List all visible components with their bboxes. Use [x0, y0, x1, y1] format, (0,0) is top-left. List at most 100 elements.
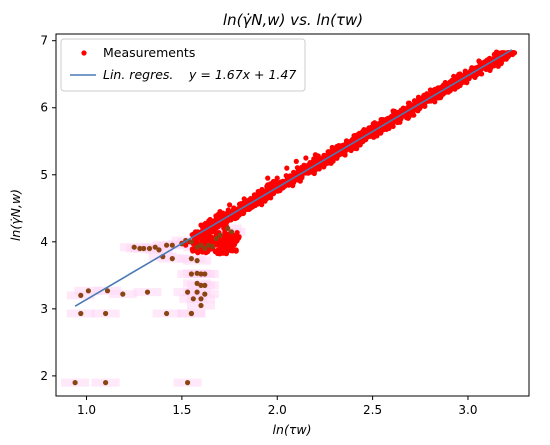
measurement-point [264, 196, 270, 202]
measurement-point [198, 222, 204, 228]
measurement-point [274, 175, 280, 181]
measurement-point [372, 124, 378, 130]
measurement-point [259, 186, 265, 193]
x-axis-ticks: 1.0 1.5 2.0 2.5 3.0 [77, 396, 478, 417]
measurement-point [284, 165, 290, 171]
outlier-point [131, 244, 137, 250]
measurement-point [234, 238, 240, 244]
measurement-point [335, 144, 341, 150]
x-tick-label: 3.0 [458, 403, 477, 417]
measurement-point [422, 103, 428, 109]
measurement-point [378, 117, 384, 123]
measurement-point [225, 240, 231, 246]
outlier-point [194, 270, 200, 276]
measurement-point [259, 202, 265, 208]
legend-marker-measurements [81, 50, 87, 56]
x-tick-label: 1.5 [172, 403, 191, 417]
outlier-point [85, 288, 91, 294]
outlier-point [164, 310, 170, 317]
plot-frame [55, 33, 530, 397]
outlier-point [202, 291, 208, 297]
measurement-point [246, 197, 252, 203]
measurement-point [450, 85, 456, 91]
outlier-point [194, 258, 200, 264]
legend-label-equation: y = 1.67x + 1.47 [188, 67, 296, 82]
x-tick-label: 2.5 [363, 403, 382, 417]
outlier-point [198, 271, 204, 277]
y-tick-label: 5 [40, 168, 48, 182]
outlier-point [194, 244, 200, 250]
regression-line [74, 49, 513, 307]
y-axis-ticks: 2 3 4 5 6 7 [40, 34, 56, 383]
measurement-point [280, 185, 286, 191]
measurement-point [234, 230, 240, 236]
measurement-point [236, 234, 242, 240]
measurement-point [478, 71, 484, 77]
outlier-point [198, 282, 204, 288]
legend-box [60, 38, 306, 92]
outlier-point [104, 288, 111, 294]
outlier-point [146, 245, 153, 252]
outlier-point [225, 225, 231, 231]
measurement-point [260, 198, 266, 204]
measurement-point [228, 215, 235, 221]
measurement-point [334, 155, 340, 161]
outlier-point [103, 310, 109, 317]
y-tick-label: 4 [40, 235, 48, 249]
outlier-points-layer [72, 225, 235, 386]
measurement-point [411, 98, 418, 104]
measurement-point [353, 134, 359, 140]
measurement-point [372, 120, 378, 126]
outlier-point [78, 310, 84, 317]
outlier-point [209, 243, 215, 250]
measurement-point [312, 152, 318, 158]
measurement-point [290, 183, 296, 189]
x-tick-label: 1.0 [77, 403, 96, 417]
outlier-point [156, 247, 162, 253]
outlier-point [169, 242, 175, 248]
outlier-point [217, 232, 223, 238]
measurement-point [227, 202, 233, 208]
regression-line-layer [74, 49, 513, 307]
measurement-point [231, 242, 237, 248]
outlier-point [137, 245, 143, 252]
measurement-point [293, 170, 299, 177]
plot-area [56, 34, 529, 396]
outlier-point [194, 280, 200, 286]
x-axis-label: ln(τw) [273, 422, 312, 437]
outlier-point [169, 256, 175, 262]
measurement-point [399, 108, 405, 114]
outlier-point [103, 380, 109, 386]
outlier-point [141, 245, 147, 252]
outlier-point [152, 244, 158, 250]
measurement-point [293, 158, 299, 164]
measurement-point [404, 112, 410, 118]
measurement-point [221, 225, 227, 231]
measurement-point [380, 126, 386, 132]
measurement-point [229, 246, 235, 252]
measurement-point [415, 108, 421, 114]
measurement-point [213, 225, 219, 231]
measurement-point [265, 182, 271, 188]
outlier-point [185, 289, 191, 295]
measurement-point [390, 123, 396, 129]
outlier-point [202, 271, 208, 277]
measurement-point [233, 215, 239, 221]
outlier-point [198, 302, 204, 309]
measurement-point [221, 250, 227, 256]
y-tick-label: 2 [40, 369, 48, 383]
y-tick-label: 6 [40, 101, 48, 115]
measurement-point [472, 74, 478, 80]
measurement-point [349, 138, 355, 144]
measurement-point [409, 112, 415, 118]
measurement-point [216, 246, 222, 252]
outlier-point [188, 256, 194, 262]
outlier-point [120, 291, 126, 297]
x-tick-label: 2.0 [268, 403, 287, 417]
outlier-point [188, 239, 194, 245]
outlier-point [144, 289, 151, 295]
outlier-point [198, 296, 204, 302]
outlier-point [72, 380, 78, 386]
measurement-point [265, 175, 271, 181]
